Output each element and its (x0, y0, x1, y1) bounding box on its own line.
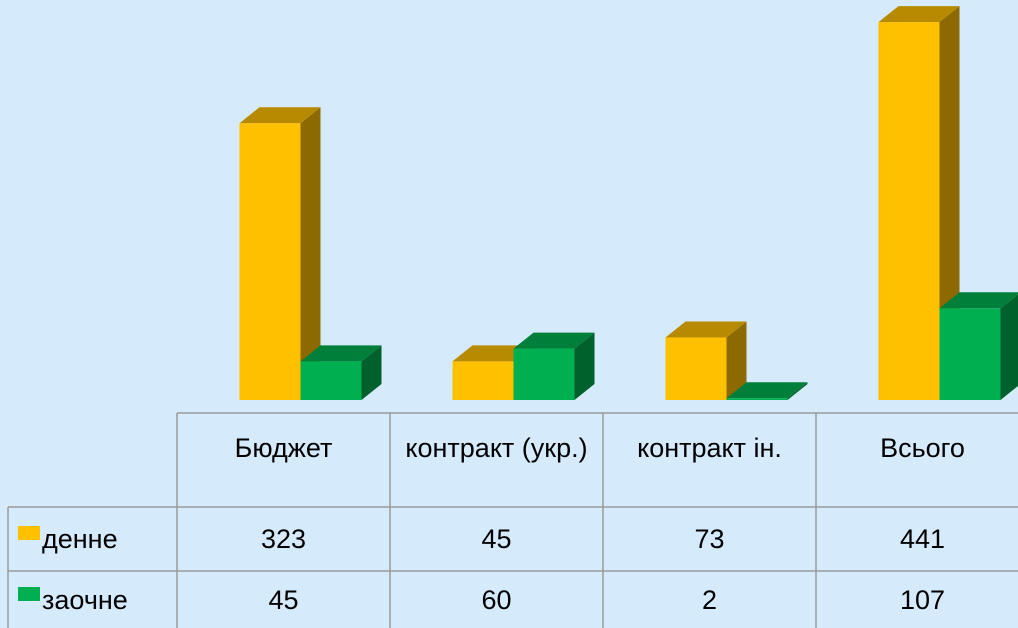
column-header: Бюджет (234, 433, 333, 463)
column-header: Всього (880, 433, 965, 463)
bar-top (726, 382, 808, 399)
bar-top (665, 321, 747, 338)
table-value: 60 (481, 584, 512, 615)
bar-top (513, 332, 595, 349)
bar (939, 308, 1001, 400)
legend-key (18, 526, 40, 540)
legend-label: заочне (42, 584, 128, 615)
column-header: контракт (укр.) (405, 433, 588, 463)
table-value: 107 (899, 584, 946, 615)
bar-side (361, 345, 382, 400)
bar-side (574, 332, 595, 400)
bar-side (300, 107, 321, 401)
table-value: 323 (260, 524, 307, 554)
column-header: контракт ін. (637, 433, 782, 463)
bar-top (239, 107, 321, 124)
bar (239, 123, 301, 401)
table-value: 441 (899, 524, 946, 554)
table-value: 45 (268, 584, 299, 615)
table-lines (7, 412, 1018, 628)
bar (726, 398, 788, 400)
bar-side (726, 321, 747, 400)
bar (300, 361, 362, 400)
table-value: 2 (701, 584, 718, 615)
bar-top (452, 345, 534, 362)
bar-top (878, 6, 960, 23)
bar (452, 361, 514, 400)
legend-label: денне (42, 524, 118, 554)
bar-top (300, 345, 382, 362)
table-value: 45 (481, 524, 512, 554)
table-value: 73 (694, 524, 725, 554)
legend-entry: денне (8, 507, 177, 571)
bar (513, 348, 575, 400)
bar (878, 22, 940, 401)
legend-key (18, 586, 40, 601)
bar-side (787, 382, 808, 400)
bar-top (939, 292, 1018, 309)
bar-side (1000, 294, 1018, 400)
bar (665, 337, 727, 400)
legend-entry: заочне (8, 571, 177, 628)
